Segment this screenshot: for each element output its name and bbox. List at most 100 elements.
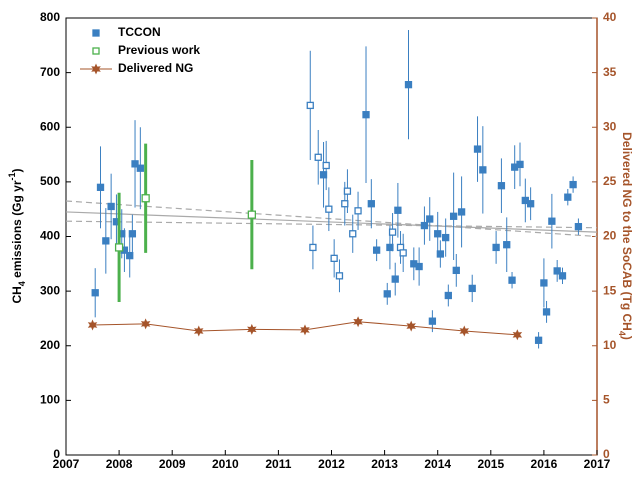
marker	[335, 272, 344, 280]
marker	[428, 317, 437, 325]
legend-marker	[92, 47, 100, 55]
marker	[479, 166, 487, 174]
y-label-part: 4	[17, 281, 27, 286]
x-tick-label: 2012	[318, 457, 345, 471]
y2-tick-label: 15	[603, 283, 617, 297]
y-tick-label: 100	[40, 393, 60, 407]
marker	[354, 207, 362, 215]
marker	[508, 276, 516, 284]
marker	[492, 243, 500, 252]
marker	[141, 194, 150, 203]
marker	[391, 275, 399, 283]
legend-marker	[92, 29, 100, 37]
marker	[457, 208, 466, 216]
marker	[314, 153, 322, 161]
y-axis-label: CH4 emissions (Gg yr-1)	[7, 168, 27, 303]
marker	[526, 200, 535, 208]
y2-label-part: )	[620, 336, 634, 340]
marker	[372, 246, 381, 254]
marker	[394, 206, 402, 214]
marker	[107, 202, 115, 211]
marker	[399, 249, 407, 257]
y-tick-label: 0	[53, 447, 60, 461]
trend-line	[65, 211, 598, 233]
marker	[473, 145, 482, 153]
marker	[128, 230, 137, 238]
y-tick-label: 400	[40, 229, 60, 243]
marker	[558, 272, 567, 280]
marker	[426, 215, 434, 223]
marker	[136, 164, 144, 172]
marker	[434, 230, 442, 238]
legend-label: Previous work	[118, 43, 200, 57]
star-marker	[459, 325, 469, 337]
marker	[436, 250, 445, 258]
y2-tick-label: 25	[603, 174, 617, 188]
marker	[534, 336, 543, 344]
marker	[306, 101, 314, 110]
y2-tick-label: 30	[603, 119, 617, 133]
y-label-part: -1	[7, 172, 17, 180]
marker	[516, 160, 524, 169]
x-tick-label: 2016	[531, 457, 558, 471]
marker	[247, 210, 257, 219]
marker	[449, 212, 458, 220]
x-tick-label: 2013	[371, 457, 398, 471]
x-tick-label: 2015	[477, 457, 504, 471]
legend-label: Delivered NG	[118, 61, 193, 75]
marker	[96, 183, 105, 191]
y-label-part: CH	[10, 286, 24, 303]
marker	[553, 267, 561, 275]
y-tick-label: 700	[40, 65, 60, 79]
marker	[91, 289, 99, 297]
marker	[548, 217, 556, 225]
marker	[420, 221, 429, 230]
star-marker	[512, 329, 523, 341]
marker	[367, 200, 375, 208]
marker	[415, 262, 423, 271]
star-marker	[247, 323, 257, 335]
star-marker	[194, 325, 204, 337]
marker	[330, 254, 338, 263]
marker	[503, 241, 511, 249]
marker	[309, 243, 317, 252]
y2-tick-label: 35	[603, 65, 617, 79]
marker	[452, 266, 460, 275]
marker	[564, 193, 572, 201]
star-marker	[406, 320, 416, 332]
marker	[131, 160, 139, 168]
marker	[319, 171, 328, 179]
y2-tick-label: 20	[603, 229, 617, 243]
marker	[349, 230, 357, 238]
y2-label-part: 4	[617, 331, 627, 336]
x-tick-label: 2010	[212, 457, 239, 471]
y2-label-part: Delivered NG to the SoCAB (Tg CH	[620, 132, 634, 331]
marker	[569, 180, 577, 189]
y-tick-label: 800	[40, 10, 60, 24]
marker	[322, 161, 330, 170]
y-tick-label: 300	[40, 283, 60, 297]
marker	[114, 243, 124, 252]
marker	[388, 228, 397, 236]
legend-star	[91, 63, 101, 75]
y2-tick-label: 5	[603, 393, 610, 407]
x-tick-label: 2008	[106, 457, 133, 471]
marker	[383, 290, 391, 298]
y-label-part: )	[10, 168, 24, 172]
marker	[102, 237, 110, 245]
star-marker	[140, 318, 151, 330]
trend-line	[65, 220, 598, 229]
marker	[386, 243, 394, 252]
x-tick-label: 2009	[159, 457, 186, 471]
star-marker	[353, 316, 363, 328]
x-tick-label: 2011	[265, 457, 291, 471]
marker	[325, 205, 333, 213]
y2-tick-label: 40	[603, 10, 617, 24]
x-tick-label: 2014	[424, 457, 451, 471]
marker	[542, 308, 551, 316]
y-tick-label: 200	[40, 338, 60, 352]
marker	[444, 291, 452, 300]
marker	[341, 200, 349, 208]
marker	[343, 187, 352, 195]
